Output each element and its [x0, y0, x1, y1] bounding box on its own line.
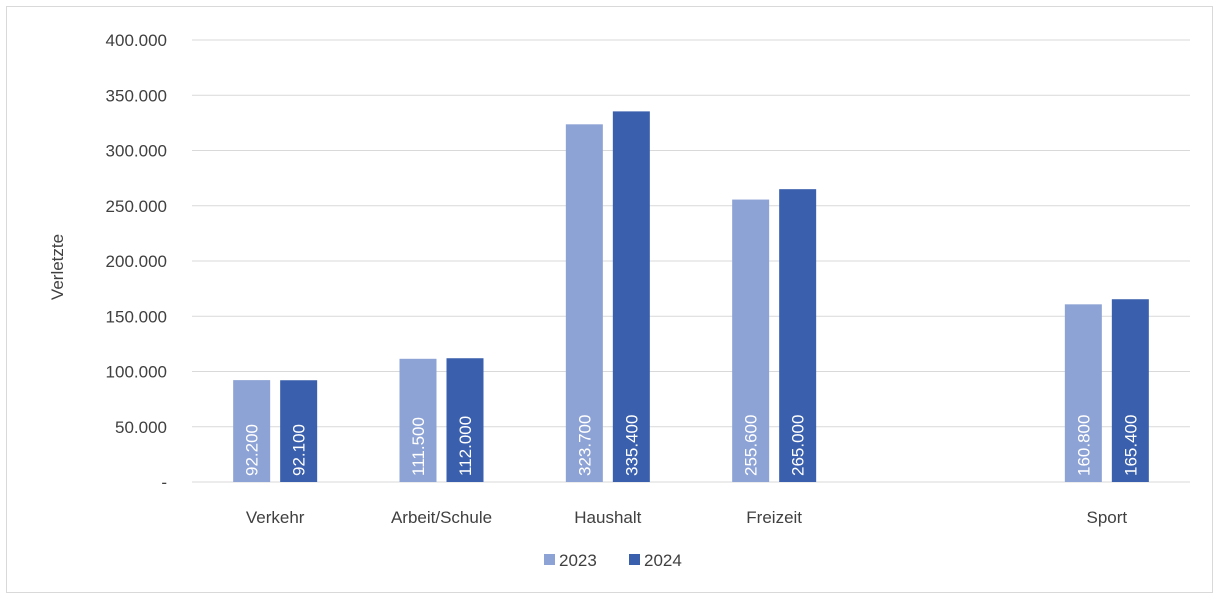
- bar-2024-Arbeit/Schule: [446, 358, 484, 482]
- bar-data-label: 255.600: [742, 415, 761, 476]
- bar-chart: - 50.000 100.000 150.000 200.000 250.000 300.0…: [48, 31, 1190, 570]
- bar-data-label: 112.000: [456, 416, 475, 476]
- bar-2023-Verkehr: [233, 380, 271, 482]
- bar-data-label: 335.400: [622, 415, 641, 476]
- y-tick-label: 200.000: [106, 252, 167, 271]
- y-tick-labels: - 50.000 100.000 150.000 200.000 250.000 300.0…: [106, 31, 167, 492]
- y-axis-label: Verletzte: [48, 234, 67, 300]
- x-tick-label: Verkehr: [246, 508, 305, 527]
- x-tick-label: Haushalt: [574, 508, 641, 527]
- y-tick-label: 250.000: [106, 197, 167, 216]
- bar-data-label: 92.100: [290, 424, 309, 476]
- x-tick-label: Arbeit/Schule: [391, 508, 492, 527]
- legend-swatch: [544, 554, 555, 565]
- bar-2024-Verkehr: [280, 380, 318, 482]
- x-tick-label: Freizeit: [746, 508, 802, 527]
- legend-swatch: [629, 554, 640, 565]
- bars: 92.200 92.100 111.500 112.000 323.700 335.400…: [233, 111, 1149, 483]
- bar-2023-Arbeit/Schule: [399, 358, 437, 482]
- y-tick-label: 300.000: [106, 142, 167, 161]
- bar-2024-Haushalt: [612, 111, 650, 483]
- x-tick-label: Sport: [1087, 508, 1128, 527]
- y-tick-label: 350.000: [106, 86, 167, 105]
- bar-data-label: 165.400: [1121, 415, 1140, 476]
- bar-data-label: 323.700: [575, 415, 594, 476]
- bar-2024-Freizeit: [779, 189, 817, 483]
- y-tick-label: 100.000: [106, 363, 167, 382]
- chart-frame: - 50.000 100.000 150.000 200.000 250.000 300.0…: [6, 6, 1213, 593]
- bar-data-label: 160.800: [1074, 415, 1093, 476]
- bar-2023-Haushalt: [565, 124, 603, 483]
- legend: 2023 2024: [544, 551, 682, 570]
- bar-2024-Sport: [1111, 299, 1149, 482]
- bar-2023-Sport: [1064, 304, 1102, 482]
- x-tick-labels: Verkehr Arbeit/Schule Haushalt Freizeit Spor…: [246, 508, 1128, 527]
- legend-label: 2024: [644, 551, 682, 570]
- bar-2023-Freizeit: [732, 199, 770, 482]
- y-tick-label: 400.000: [106, 31, 167, 50]
- bar-data-label: 265.000: [789, 415, 808, 476]
- legend-label: 2023: [559, 551, 597, 570]
- y-tick-label: -: [161, 473, 167, 492]
- bar-data-label: 111.500: [409, 417, 428, 476]
- grid-lines: [192, 39, 1190, 483]
- y-tick-label: 50.000: [115, 418, 167, 437]
- y-tick-label: 150.000: [106, 307, 167, 326]
- bar-data-label: 92.200: [243, 424, 262, 476]
